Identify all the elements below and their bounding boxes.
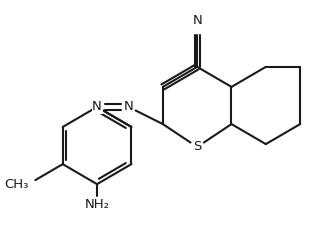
Text: N: N	[124, 100, 133, 113]
Text: NH₂: NH₂	[85, 198, 110, 211]
Text: N: N	[92, 100, 102, 113]
Text: CH₃: CH₃	[4, 178, 28, 191]
Text: N: N	[192, 14, 202, 27]
Text: S: S	[193, 140, 201, 153]
